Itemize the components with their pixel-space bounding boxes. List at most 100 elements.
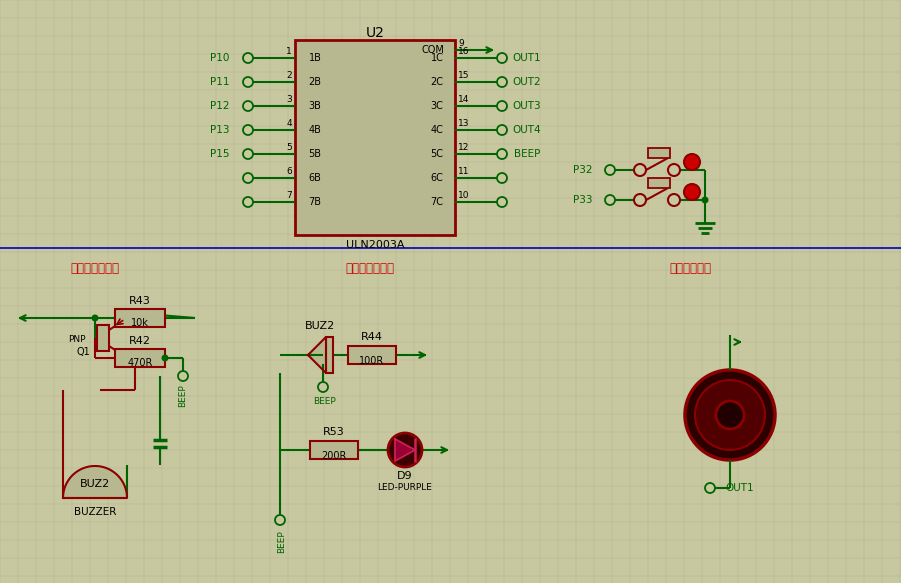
Text: 2C: 2C — [431, 77, 443, 87]
Text: OUT4: OUT4 — [513, 125, 542, 135]
Bar — [295, 40, 455, 235]
Text: BUZ2: BUZ2 — [80, 479, 110, 489]
Text: 15: 15 — [458, 71, 469, 79]
Text: R42: R42 — [129, 336, 151, 346]
Text: 1: 1 — [287, 47, 292, 55]
Circle shape — [243, 125, 253, 135]
Bar — [348, 346, 396, 364]
Circle shape — [634, 164, 646, 176]
Text: 1C: 1C — [431, 53, 443, 63]
Text: P15: P15 — [210, 149, 230, 159]
Text: 7B: 7B — [308, 197, 322, 207]
Circle shape — [605, 195, 615, 205]
Text: 4B: 4B — [308, 125, 322, 135]
Polygon shape — [395, 439, 415, 461]
Text: 1B: 1B — [308, 53, 322, 63]
Circle shape — [497, 149, 507, 159]
Text: 4C: 4C — [431, 125, 443, 135]
Circle shape — [685, 370, 775, 460]
Text: BUZ2: BUZ2 — [305, 321, 335, 331]
Circle shape — [605, 165, 615, 175]
Text: BEEP: BEEP — [514, 149, 541, 159]
Text: R53: R53 — [323, 427, 345, 437]
Circle shape — [243, 77, 253, 87]
Bar — [648, 148, 670, 158]
Circle shape — [243, 101, 253, 111]
Text: ULN2003A: ULN2003A — [346, 240, 405, 250]
Text: 直流电机模块: 直流电机模块 — [669, 262, 711, 275]
Circle shape — [668, 194, 680, 206]
Text: 2: 2 — [287, 71, 292, 79]
Circle shape — [275, 515, 285, 525]
Circle shape — [497, 197, 507, 207]
Text: D9: D9 — [397, 471, 413, 481]
Circle shape — [243, 173, 253, 183]
Text: 5B: 5B — [308, 149, 322, 159]
Text: 3: 3 — [287, 94, 292, 104]
Circle shape — [243, 149, 253, 159]
Text: 100R: 100R — [359, 356, 385, 366]
Text: 14: 14 — [458, 94, 469, 104]
Text: R43: R43 — [129, 296, 151, 306]
Text: P11: P11 — [210, 77, 230, 87]
Text: 12: 12 — [458, 142, 469, 152]
Circle shape — [716, 401, 744, 429]
Text: 6B: 6B — [308, 173, 322, 183]
Circle shape — [497, 53, 507, 63]
Text: 16: 16 — [458, 47, 469, 55]
Bar — [97, 325, 109, 351]
Text: P10: P10 — [210, 53, 230, 63]
Text: 5C: 5C — [431, 149, 443, 159]
Circle shape — [243, 53, 253, 63]
Bar — [310, 441, 358, 459]
Circle shape — [695, 380, 765, 450]
Text: 6: 6 — [287, 167, 292, 175]
Text: OUT1: OUT1 — [513, 53, 542, 63]
Text: BEEP: BEEP — [278, 531, 287, 553]
Bar — [115, 349, 165, 367]
Text: 3C: 3C — [431, 101, 443, 111]
Text: 11: 11 — [458, 167, 469, 175]
Circle shape — [318, 382, 328, 392]
Text: BUZZER: BUZZER — [74, 507, 116, 517]
Circle shape — [684, 154, 700, 170]
Circle shape — [243, 197, 253, 207]
Circle shape — [92, 314, 98, 321]
Text: P13: P13 — [210, 125, 230, 135]
Text: 470R: 470R — [127, 358, 152, 368]
Polygon shape — [308, 337, 326, 373]
Text: P33: P33 — [572, 195, 592, 205]
Text: 10k: 10k — [131, 318, 149, 328]
Circle shape — [497, 173, 507, 183]
Text: 7C: 7C — [431, 197, 443, 207]
Circle shape — [178, 371, 188, 381]
Text: OUT2: OUT2 — [513, 77, 542, 87]
Text: 6C: 6C — [431, 173, 443, 183]
Circle shape — [702, 196, 708, 203]
Text: 9: 9 — [458, 38, 464, 47]
Circle shape — [497, 125, 507, 135]
Text: 200R: 200R — [322, 451, 347, 461]
Text: 3B: 3B — [308, 101, 322, 111]
Circle shape — [388, 433, 422, 467]
Circle shape — [684, 184, 700, 200]
Circle shape — [705, 483, 715, 493]
Circle shape — [161, 354, 168, 361]
Text: 10: 10 — [458, 191, 469, 199]
Text: LED-PURPLE: LED-PURPLE — [378, 483, 432, 493]
Text: PNP: PNP — [68, 335, 86, 345]
Text: 13: 13 — [458, 118, 469, 128]
Circle shape — [497, 101, 507, 111]
Text: 4: 4 — [287, 118, 292, 128]
Text: R44: R44 — [361, 332, 383, 342]
Text: 有源蜂鸣器模块: 有源蜂鸣器模块 — [70, 262, 120, 275]
Text: Q1: Q1 — [76, 347, 90, 357]
Bar — [115, 309, 165, 327]
Circle shape — [634, 194, 646, 206]
Bar — [648, 178, 670, 188]
Text: BEEP: BEEP — [314, 396, 336, 406]
Bar — [326, 337, 333, 373]
Text: 无源蜂鸣器模块: 无源蜂鸣器模块 — [345, 262, 395, 275]
Circle shape — [497, 77, 507, 87]
Text: 7: 7 — [287, 191, 292, 199]
